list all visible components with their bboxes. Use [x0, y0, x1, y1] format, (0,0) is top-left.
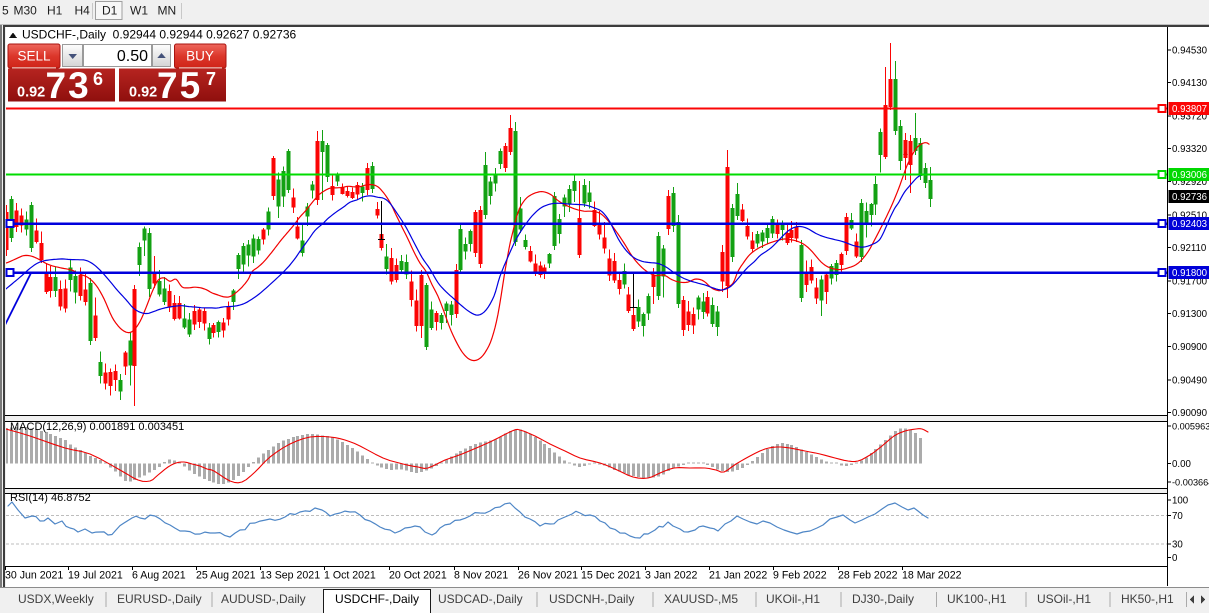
svg-text:H1: H1	[47, 4, 63, 18]
svg-text:0.90490: 0.90490	[1172, 375, 1208, 386]
svg-text:M30: M30	[14, 4, 38, 18]
svg-text:H4: H4	[75, 4, 91, 18]
svg-text:6 Aug 2021: 6 Aug 2021	[132, 570, 186, 582]
svg-text:USDX,Weekly: USDX,Weekly	[18, 592, 94, 606]
svg-text:UKOil-,H1: UKOil-,H1	[766, 592, 820, 606]
svg-text:MACD(12,26,9) 0.001891 0.00345: MACD(12,26,9) 0.001891 0.003451	[10, 421, 184, 433]
svg-text:19 Jul 2021: 19 Jul 2021	[68, 570, 123, 582]
svg-text:0.92: 0.92	[129, 85, 157, 101]
svg-text:25 Aug 2021: 25 Aug 2021	[196, 570, 256, 582]
svg-text:0.93320: 0.93320	[1172, 144, 1208, 155]
svg-text:6: 6	[93, 69, 103, 89]
svg-text:18 Mar 2022: 18 Mar 2022	[902, 570, 962, 582]
svg-text:-0.003664: -0.003664	[1172, 478, 1209, 488]
svg-text:75: 75	[157, 65, 202, 106]
svg-text:20 Oct 2021: 20 Oct 2021	[389, 570, 447, 582]
svg-text:0.90900: 0.90900	[1172, 342, 1208, 353]
svg-text:0.91800: 0.91800	[1172, 268, 1208, 279]
svg-text:73: 73	[46, 65, 91, 106]
svg-text:BUY: BUY	[186, 49, 214, 64]
svg-text:0.93807: 0.93807	[1172, 104, 1207, 115]
svg-text:5: 5	[2, 4, 9, 18]
svg-text:0.93720: 0.93720	[1172, 112, 1208, 123]
svg-text:0.91700: 0.91700	[1172, 277, 1208, 288]
svg-text:HK50-,H1: HK50-,H1	[1121, 592, 1174, 606]
svg-text:9 Feb 2022: 9 Feb 2022	[773, 570, 827, 582]
svg-text:8 Nov 2021: 8 Nov 2021	[454, 570, 508, 582]
svg-text:MN: MN	[158, 4, 177, 18]
svg-text:0.92: 0.92	[17, 85, 45, 101]
svg-text:0.92110: 0.92110	[1172, 243, 1207, 254]
svg-text:0: 0	[1172, 553, 1178, 564]
svg-text:EURUSD-,Daily: EURUSD-,Daily	[117, 592, 202, 606]
svg-text:RSI(14) 46.8752: RSI(14) 46.8752	[10, 492, 91, 504]
svg-text:DJ30-,Daily: DJ30-,Daily	[852, 592, 914, 606]
svg-text:D1: D1	[102, 4, 118, 18]
svg-text:30: 30	[1172, 540, 1183, 551]
svg-text:0.94130: 0.94130	[1172, 78, 1208, 89]
svg-text:13 Sep 2021: 13 Sep 2021	[260, 570, 320, 582]
svg-text:0.50: 0.50	[117, 48, 148, 65]
svg-text:0.00: 0.00	[1172, 459, 1191, 470]
svg-text:30 Jun 2021: 30 Jun 2021	[5, 570, 63, 582]
svg-text:26 Nov 2021: 26 Nov 2021	[518, 570, 578, 582]
svg-text:0.93006: 0.93006	[1172, 170, 1207, 181]
svg-text:USDCHF-,Daily 0.92944 0.92944: USDCHF-,Daily 0.92944 0.92944 0.92627 0.…	[22, 28, 297, 42]
svg-text:70: 70	[1172, 511, 1183, 522]
svg-text:USDCNH-,Daily: USDCNH-,Daily	[549, 592, 634, 606]
svg-text:USDCAD-,Daily: USDCAD-,Daily	[438, 592, 523, 606]
svg-text:3 Jan 2022: 3 Jan 2022	[645, 570, 698, 582]
svg-text:XAUUSD-,M5: XAUUSD-,M5	[664, 592, 738, 606]
svg-text:0.92736: 0.92736	[1172, 192, 1207, 203]
svg-text:0.92510: 0.92510	[1172, 210, 1208, 221]
svg-text:7: 7	[206, 69, 216, 89]
svg-text:UK100-,H1: UK100-,H1	[947, 592, 1007, 606]
svg-text:21 Jan 2022: 21 Jan 2022	[709, 570, 767, 582]
svg-text:1 Oct 2021: 1 Oct 2021	[324, 570, 376, 582]
svg-text:28 Feb 2022: 28 Feb 2022	[838, 570, 898, 582]
svg-text:0.94530: 0.94530	[1172, 46, 1208, 57]
svg-text:100: 100	[1172, 496, 1189, 507]
svg-text:0.005963: 0.005963	[1172, 422, 1209, 432]
svg-text:0.92920: 0.92920	[1172, 177, 1208, 188]
svg-text:0.92403: 0.92403	[1172, 219, 1207, 230]
svg-text:15 Dec 2021: 15 Dec 2021	[581, 570, 641, 582]
svg-text:AUDUSD-,Daily: AUDUSD-,Daily	[221, 592, 306, 606]
svg-text:0.90090: 0.90090	[1172, 408, 1208, 419]
svg-text:USDCHF-,Daily: USDCHF-,Daily	[335, 592, 419, 606]
svg-text:0.91300: 0.91300	[1172, 309, 1208, 320]
svg-text:W1: W1	[130, 4, 148, 18]
svg-text:USOil-,H1: USOil-,H1	[1037, 592, 1091, 606]
svg-text:SELL: SELL	[17, 49, 51, 64]
